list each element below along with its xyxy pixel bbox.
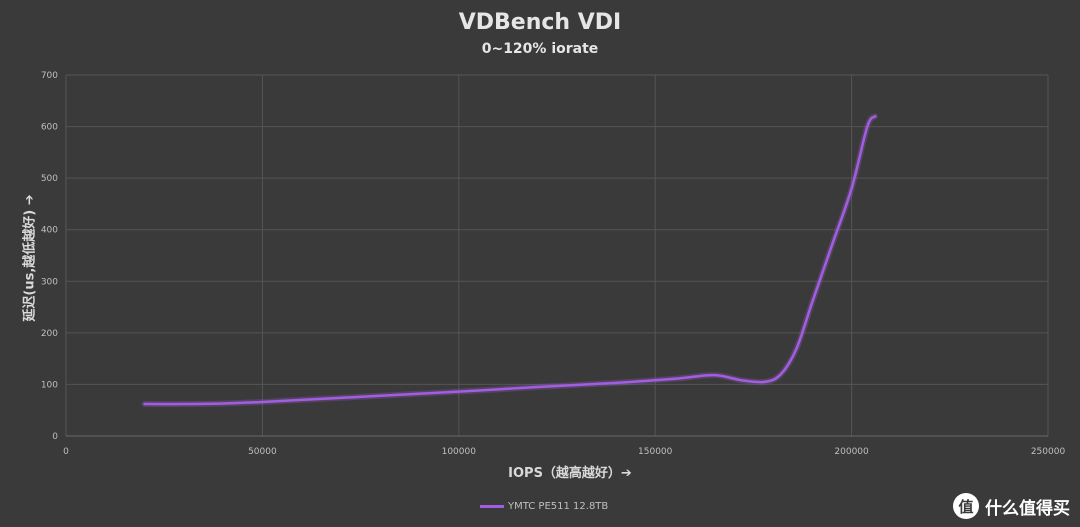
- x-tick-label: 200000: [834, 447, 869, 457]
- x-tick-label: 150000: [638, 447, 673, 457]
- watermark-logo-icon: 值: [953, 493, 979, 519]
- y-tick-label: 200: [41, 329, 58, 339]
- x-tick-label: 100000: [442, 447, 477, 457]
- x-tick-label: 250000: [1031, 447, 1066, 457]
- series-line-glow: [141, 113, 879, 408]
- y-tick-label: 700: [41, 71, 58, 81]
- watermark-text: 什么值得买: [985, 498, 1070, 519]
- legend-swatch: [480, 505, 504, 508]
- watermark: 值 什么值得买: [953, 493, 1070, 519]
- x-axis-label: IOPS（越高越好）➔: [508, 466, 632, 481]
- y-tick-label: 0: [52, 432, 58, 442]
- chart-subtitle: 0~120% iorate: [481, 41, 599, 57]
- y-tick-label: 100: [41, 380, 58, 390]
- legend: YMTC PE511 12.8TB: [480, 501, 608, 512]
- x-tick-label: 0: [63, 447, 69, 457]
- series-line: [143, 115, 877, 406]
- y-axis-label: 延迟(us,越低越好) ➔: [22, 194, 38, 322]
- y-tick-label: 400: [41, 226, 58, 236]
- y-tick-label: 300: [41, 277, 58, 287]
- x-tick-label: 50000: [248, 447, 277, 457]
- y-tick-label: 600: [41, 123, 58, 133]
- chart-title: VDBench VDI: [458, 10, 622, 35]
- y-tick-label: 500: [41, 174, 58, 184]
- legend-label: YMTC PE511 12.8TB: [508, 501, 609, 512]
